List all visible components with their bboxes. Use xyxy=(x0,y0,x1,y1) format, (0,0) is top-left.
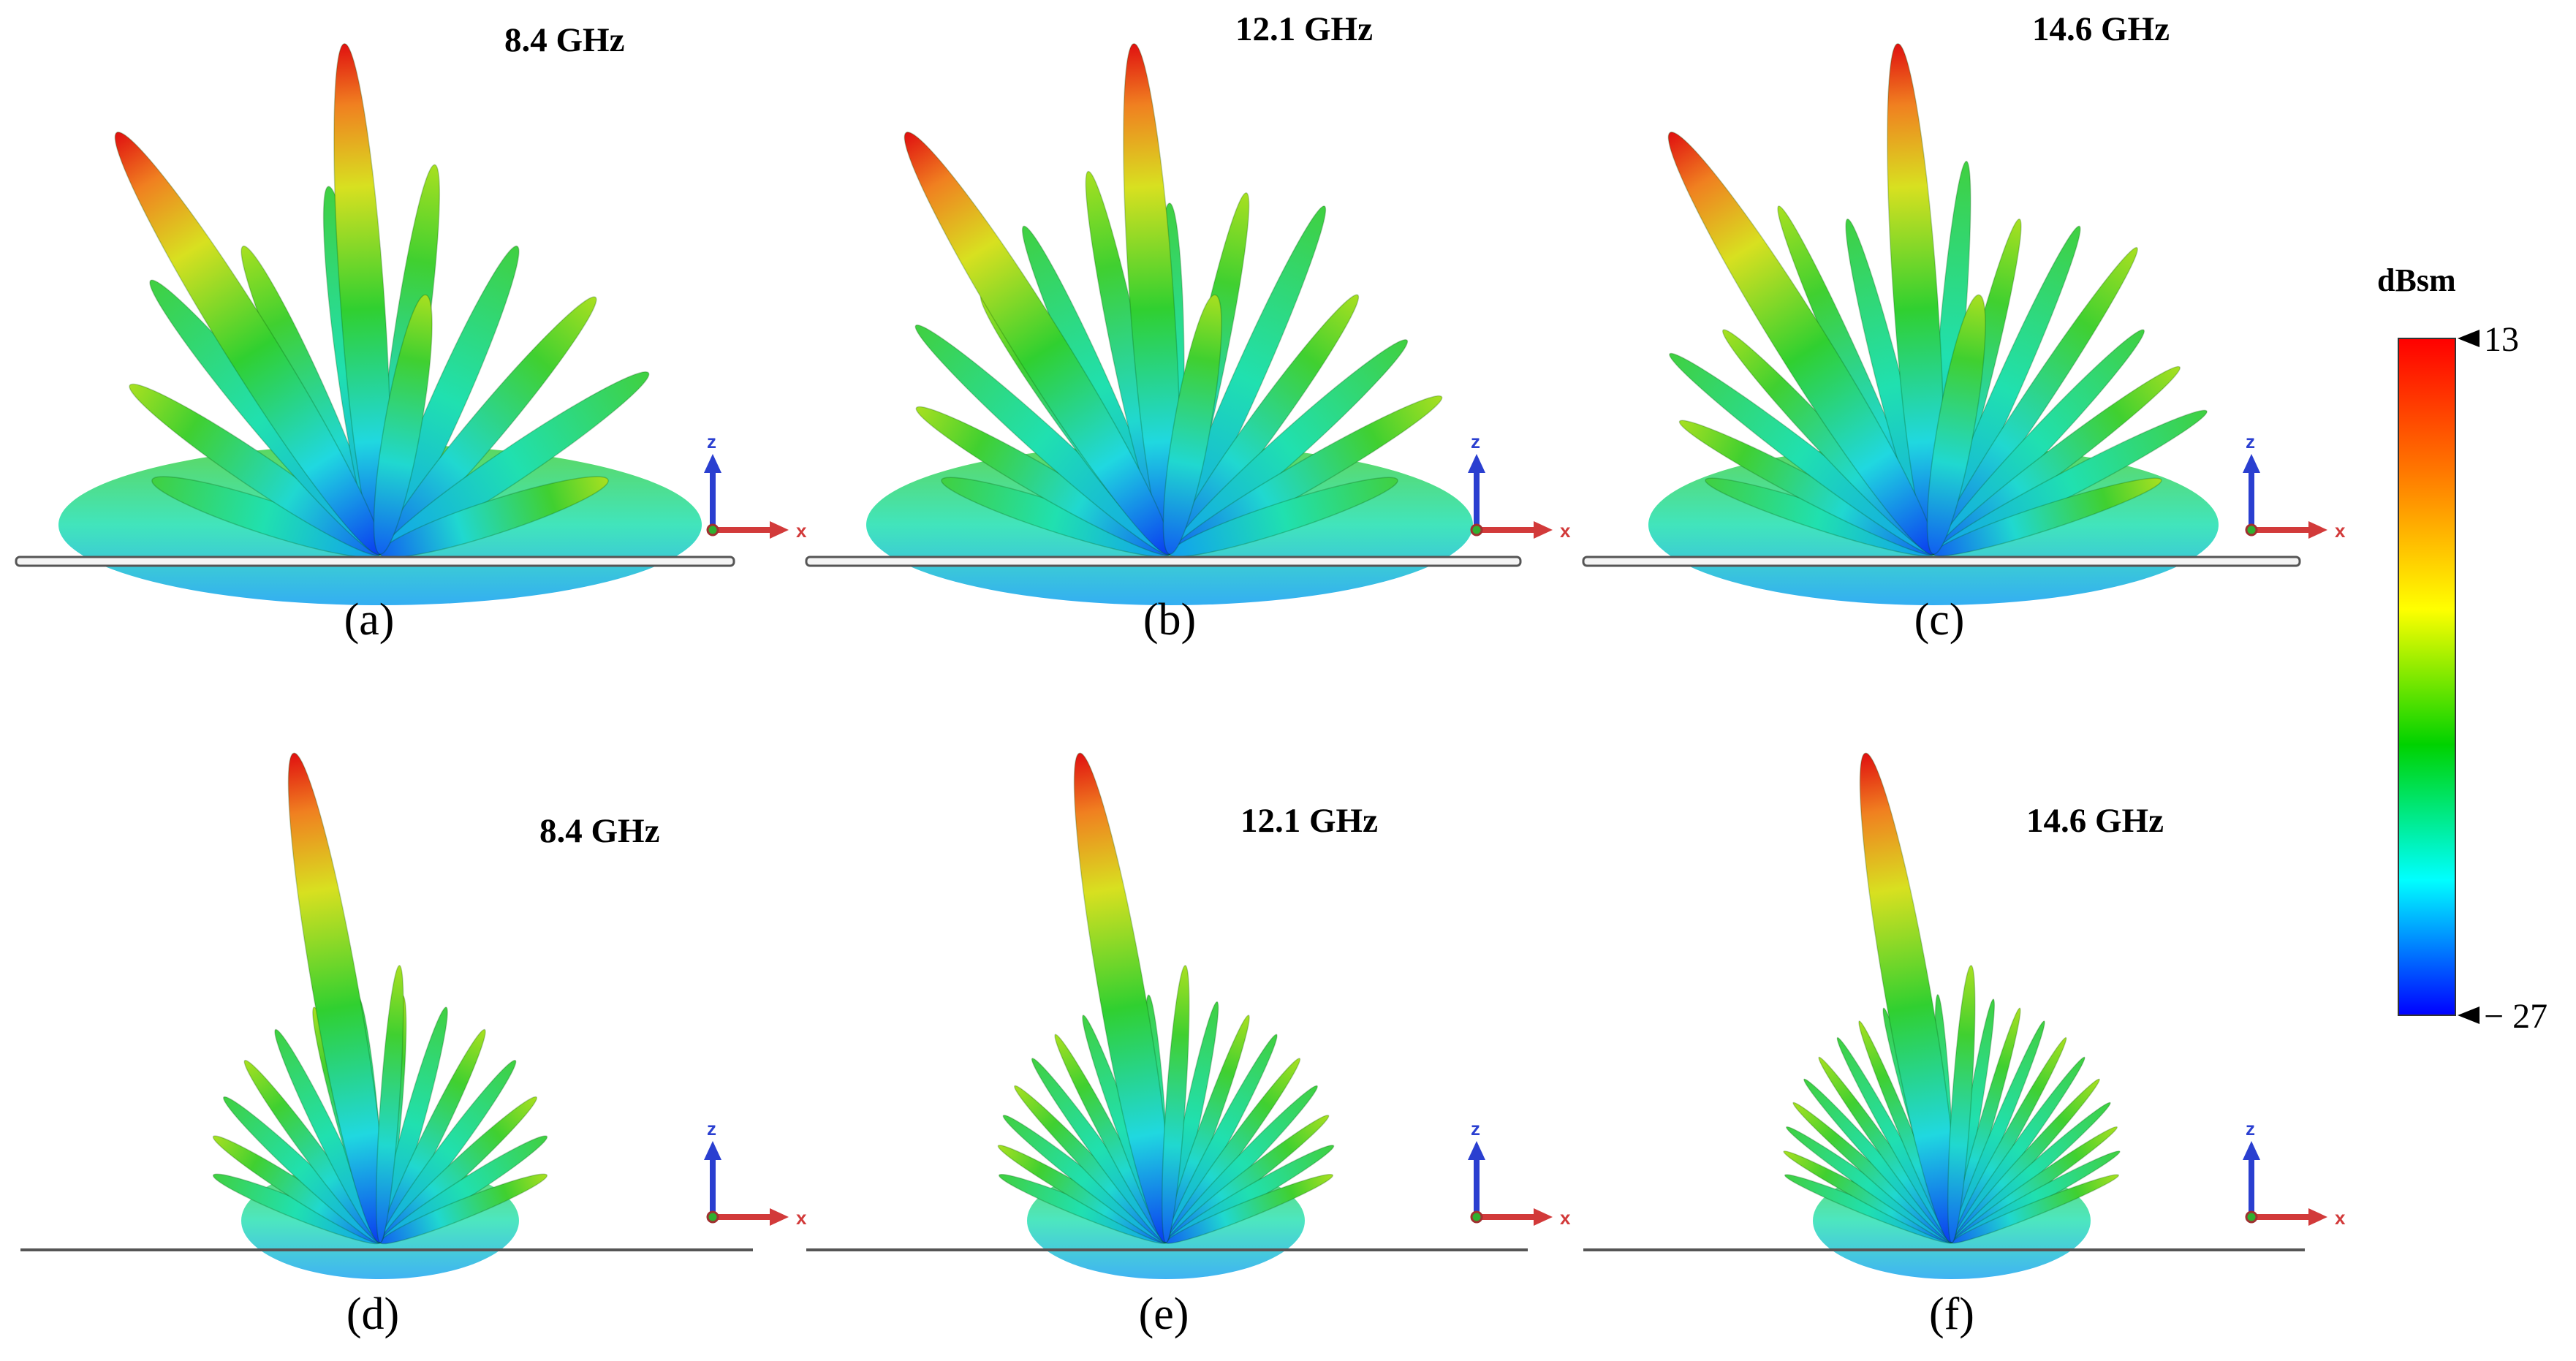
z-arrowhead-icon xyxy=(704,454,721,473)
z-arrowhead-icon xyxy=(704,1141,721,1160)
radiation-lobe xyxy=(1947,965,1976,1243)
colorbar-max-label: 13 xyxy=(2484,320,2519,359)
x-axis-label: x xyxy=(1560,520,1571,542)
x-arrowhead-icon xyxy=(2308,521,2327,539)
axis-triad: zx xyxy=(704,1118,807,1229)
z-axis-label: z xyxy=(1471,1118,1480,1140)
panel-caption: (b) xyxy=(1143,595,1196,645)
radiation-lobe xyxy=(373,294,433,555)
pattern-panel-d: 8.4 GHz(d)zx xyxy=(20,752,807,1339)
x-arrowhead-icon xyxy=(1534,521,1553,539)
frequency-label: 8.4 GHz xyxy=(539,812,659,850)
z-axis-label: z xyxy=(2246,431,2255,452)
colorbar-ramp xyxy=(2398,338,2456,1016)
origin-dot xyxy=(2245,1210,2258,1224)
x-axis-label: x xyxy=(2335,520,2346,542)
z-arrowhead-icon xyxy=(1468,454,1485,473)
colorbar: dBsm 13 − 27 xyxy=(2377,262,2547,1036)
x-arrowhead-icon xyxy=(2308,1208,2327,1226)
panel-caption: (c) xyxy=(1914,595,1965,645)
colorbar-min-marker xyxy=(2458,1006,2480,1024)
origin-dot xyxy=(1470,1210,1483,1224)
x-arrowhead-icon xyxy=(1534,1208,1553,1226)
ground-plane xyxy=(805,556,1522,567)
frequency-label: 14.6 GHz xyxy=(2026,802,2164,840)
z-arrowhead-icon xyxy=(2243,454,2260,473)
pattern-panel-c: 14.6 GHz(c)zx xyxy=(1582,10,2346,645)
panel-caption: (f) xyxy=(1929,1289,1974,1339)
radiation-lobe xyxy=(1165,1173,1334,1244)
frequency-label: 12.1 GHz xyxy=(1235,10,1373,48)
axis-triad: zx xyxy=(1468,431,1571,542)
axis-triad: zx xyxy=(2243,431,2346,542)
origin-dot xyxy=(706,523,719,537)
x-arrowhead-icon xyxy=(770,521,789,539)
frequency-label: 8.4 GHz xyxy=(504,21,624,59)
x-axis-label: x xyxy=(796,1207,807,1229)
z-axis-label: z xyxy=(707,431,716,452)
z-axis-label: z xyxy=(707,1118,716,1140)
radiation-lobe xyxy=(1926,294,1986,555)
z-arrowhead-icon xyxy=(1468,1141,1485,1160)
colorbar-min-label: − 27 xyxy=(2484,997,2547,1036)
axis-triad: zx xyxy=(1468,1118,1571,1229)
colorbar-max-marker xyxy=(2458,330,2480,347)
frequency-label: 14.6 GHz xyxy=(2032,10,2170,48)
radiation-lobe xyxy=(375,965,404,1243)
axis-triad: zx xyxy=(704,431,807,542)
radiation-lobe xyxy=(379,1173,548,1245)
z-arrowhead-icon xyxy=(2243,1141,2260,1160)
panel-caption: (a) xyxy=(344,595,395,645)
ground-plane xyxy=(1582,556,2301,567)
panel-caption: (e) xyxy=(1139,1289,1189,1339)
x-axis-label: x xyxy=(2335,1207,2346,1229)
origin-dot xyxy=(706,1210,719,1224)
x-axis-label: x xyxy=(1560,1207,1571,1229)
pattern-panel-b: 12.1 GHz(b)zx xyxy=(805,10,1571,645)
z-axis-label: z xyxy=(2246,1118,2255,1140)
radiation-lobe xyxy=(1161,965,1190,1243)
x-arrowhead-icon xyxy=(770,1208,789,1226)
pattern-panel-f: 14.6 GHz(f)zx xyxy=(1583,752,2346,1339)
radiation-lobe xyxy=(1162,294,1222,555)
ground-plane xyxy=(15,556,735,567)
pattern-panel-e: 12.1 GHz(e)zx xyxy=(806,752,1571,1339)
origin-dot xyxy=(1470,523,1483,537)
pattern-panel-a: 8.4 GHz(a)zx xyxy=(15,21,807,645)
colorbar-title: dBsm xyxy=(2377,262,2456,298)
axis-triad: zx xyxy=(2243,1118,2346,1229)
frequency-label: 12.1 GHz xyxy=(1240,802,1378,840)
x-axis-label: x xyxy=(796,520,807,542)
z-axis-label: z xyxy=(1471,431,1480,452)
origin-dot xyxy=(2245,523,2258,537)
panel-caption: (d) xyxy=(346,1289,399,1339)
